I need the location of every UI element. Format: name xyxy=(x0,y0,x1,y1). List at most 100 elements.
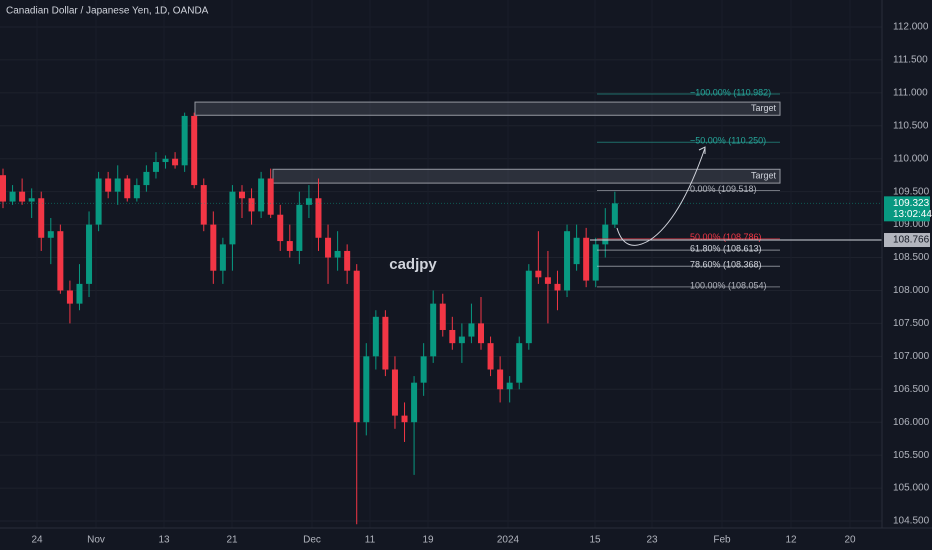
candle-body xyxy=(0,175,6,202)
fib-label: 78.60% (108.368) xyxy=(690,260,762,270)
candle-body xyxy=(210,224,217,271)
crosshair-label: 108.766 xyxy=(893,235,930,246)
candle-body xyxy=(325,237,332,258)
x-tick-label: 11 xyxy=(365,535,376,546)
y-tick-label: 105.500 xyxy=(893,450,930,461)
chart-title: Canadian Dollar / Japanese Yen, 1D, OAND… xyxy=(6,6,209,17)
candle-body xyxy=(181,115,188,166)
candle-body xyxy=(602,224,609,245)
candle-body xyxy=(382,316,389,370)
crosshair-label-bg xyxy=(884,233,930,248)
candle-body xyxy=(544,277,551,284)
y-tick-label: 110.000 xyxy=(893,153,929,164)
last-price-label: 109.323 xyxy=(893,198,930,209)
x-tick-label: Dec xyxy=(303,535,321,546)
candle-body xyxy=(162,158,169,163)
target-label: Target xyxy=(751,103,777,113)
candle-body xyxy=(305,198,312,205)
y-tick-label: 108.500 xyxy=(893,252,930,263)
candle-body xyxy=(525,270,532,344)
x-tick-label: 13 xyxy=(158,535,170,546)
candle-body xyxy=(229,191,236,245)
axis: 104.500 105.000 105.500 106.000 106.500 107.0… xyxy=(31,22,932,546)
candle-body xyxy=(172,158,179,166)
candle-body xyxy=(95,178,102,225)
fib-label: −50.00% (110.250) xyxy=(690,136,766,146)
candle-body xyxy=(449,329,456,344)
candle-body xyxy=(583,237,590,281)
countdown-label: 13:02:44 xyxy=(893,209,932,220)
y-tick-label: 110.500 xyxy=(893,120,929,131)
candle-body xyxy=(248,198,255,212)
candle-body xyxy=(19,191,26,202)
watermark: cadjpy xyxy=(389,256,437,273)
candle-body xyxy=(468,323,475,337)
candle-body xyxy=(592,244,599,281)
y-tick-label: 112.000 xyxy=(893,22,929,33)
candle-body xyxy=(573,237,580,265)
candle-body xyxy=(286,241,293,251)
candle-body xyxy=(152,162,159,172)
y-tick-label: 107.500 xyxy=(893,318,930,329)
candle-body xyxy=(391,369,398,416)
candle-body xyxy=(344,250,351,271)
projection-arrow xyxy=(698,146,706,154)
last-price-bg xyxy=(884,196,930,222)
candle-body xyxy=(315,198,322,238)
candle-body xyxy=(372,316,379,357)
candle-body xyxy=(296,204,303,251)
candle-body xyxy=(506,382,513,390)
candle-body xyxy=(277,214,284,242)
x-tick-label: 19 xyxy=(422,535,434,546)
candle-body xyxy=(487,343,494,370)
y-tick-label: 111.000 xyxy=(893,88,928,99)
fib-label: 61.80% (108.613) xyxy=(690,243,762,253)
plot: Target Target −100.00% (110.982) −50.00% (1… xyxy=(0,87,882,525)
candle-body xyxy=(239,191,245,199)
candle-body xyxy=(478,323,484,344)
y-tick-label: 108.000 xyxy=(893,285,930,296)
x-tick-label: 21 xyxy=(226,535,238,546)
x-tick-label: 23 xyxy=(646,535,658,546)
fib-label: 50.00% (108.786) xyxy=(690,232,762,242)
candle-body xyxy=(38,198,45,238)
candle-body xyxy=(76,283,83,304)
fib-label: −100.00% (110.982) xyxy=(690,87,771,97)
candle-body xyxy=(267,178,274,215)
y-tick-label: 109.000 xyxy=(893,219,930,230)
y-tick-label: 109.500 xyxy=(893,186,930,197)
candle-body xyxy=(258,178,265,212)
candle-body xyxy=(114,178,121,192)
candle-body xyxy=(47,231,54,238)
x-tick-label: Nov xyxy=(87,535,105,546)
x-tick-label: 24 xyxy=(31,535,43,546)
candle-body xyxy=(353,270,360,423)
y-tick-label: 111.500 xyxy=(893,55,928,66)
candle-body xyxy=(66,290,73,304)
target-box xyxy=(194,101,781,116)
x-tick-label: Feb xyxy=(713,535,731,546)
candle-body xyxy=(439,303,446,330)
x-tick-label: 12 xyxy=(785,535,797,546)
candle-body xyxy=(124,178,131,199)
candle-body xyxy=(497,369,504,390)
y-tick-label: 104.500 xyxy=(893,516,930,527)
x-tick-label: 20 xyxy=(844,535,856,546)
candle-body xyxy=(554,283,561,291)
target-box xyxy=(272,168,781,184)
target-label: Target xyxy=(751,171,777,181)
candle-body xyxy=(28,198,35,202)
candle-body xyxy=(133,185,140,199)
candle-body xyxy=(516,343,523,383)
y-tick-label: 106.500 xyxy=(893,384,930,395)
candle-body xyxy=(191,115,198,186)
candle-body xyxy=(219,244,226,271)
y-tick-label: 105.000 xyxy=(893,483,930,494)
candle-body xyxy=(411,382,418,423)
candle-body xyxy=(143,171,150,186)
candle-body xyxy=(363,356,370,423)
candle-body xyxy=(535,270,542,278)
candle-body xyxy=(200,185,207,225)
